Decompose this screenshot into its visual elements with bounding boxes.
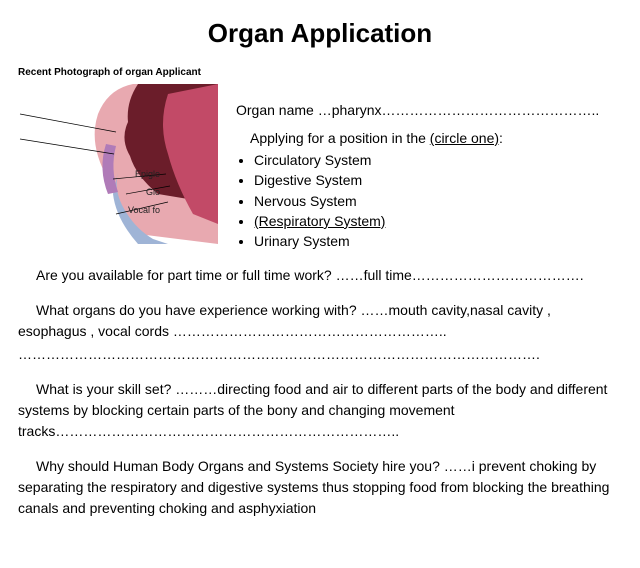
question-why-hire: Why should Human Body Organs and Systems… xyxy=(18,456,622,519)
system-option-label: Nervous System xyxy=(254,193,357,209)
system-list: Circulatory System Digestive System Nerv… xyxy=(254,150,622,251)
question-experience: What organs do you have experience worki… xyxy=(18,300,622,342)
system-option-label: Circulatory System xyxy=(254,152,371,168)
applicant-photo: Epiglo Glo Vocal fo xyxy=(18,84,218,244)
photo-label-epiglottis: Epiglo xyxy=(135,170,160,179)
system-option-label: Digestive System xyxy=(254,172,362,188)
question-skillset: What is your skill set? ………directing foo… xyxy=(18,379,622,442)
photo-caption: Recent Photograph of organ Applicant xyxy=(18,67,622,78)
system-option: Urinary System xyxy=(254,231,622,251)
organ-name-label: Organ name … xyxy=(236,102,332,118)
system-option-label: Urinary System xyxy=(254,233,350,249)
photo-label-glottis: Glo xyxy=(146,188,160,197)
apply-label-circle-one: (circle one) xyxy=(430,130,499,146)
apply-label-post: : xyxy=(499,130,503,146)
system-option: Nervous System xyxy=(254,191,622,211)
apply-label-pre: Applying for a position in the xyxy=(250,130,430,146)
photo-label-vocal: Vocal fo xyxy=(128,206,160,215)
organ-name-value: pharynx……………………………………….. xyxy=(332,102,600,118)
page-title: Organ Application xyxy=(18,18,622,49)
question-experience-cont: …………………………………………………………………………………………………. xyxy=(18,344,622,365)
system-option: Circulatory System xyxy=(254,150,622,170)
system-option-label: (Respiratory System) xyxy=(254,213,385,229)
question-availability: Are you available for part time or full … xyxy=(18,265,622,286)
system-option: Digestive System xyxy=(254,170,622,190)
system-option: (Respiratory System) xyxy=(254,211,622,231)
